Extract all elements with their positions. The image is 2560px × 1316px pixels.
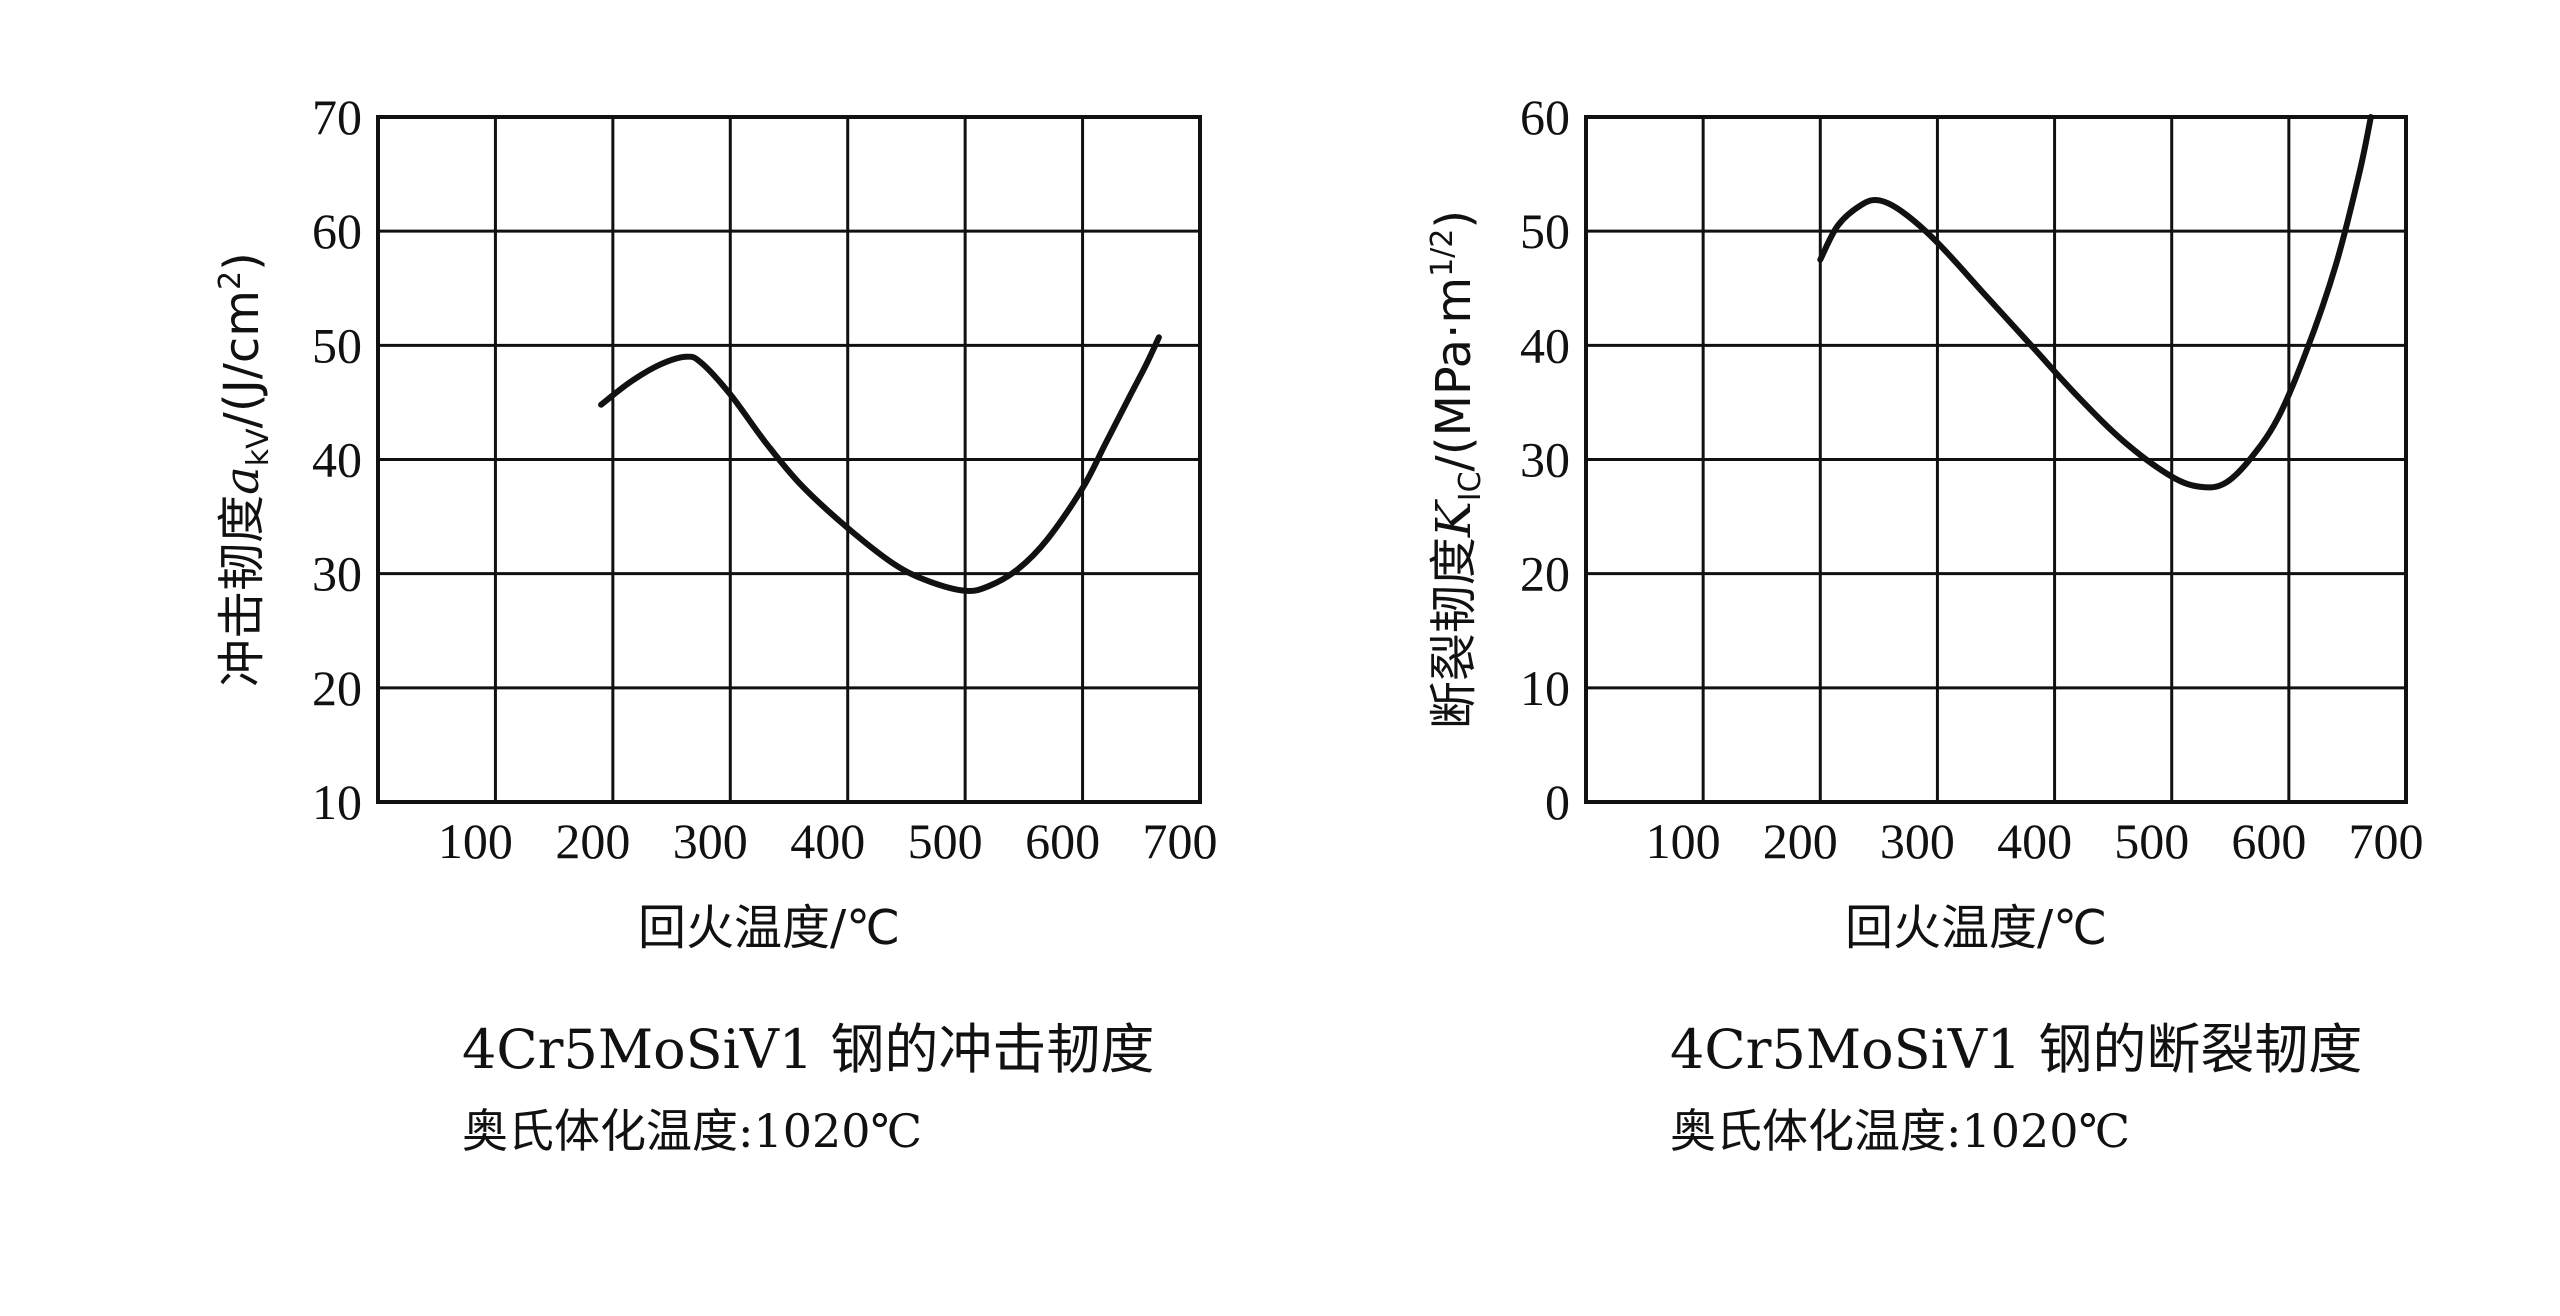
x-tick-label: 400 [1997,813,2072,869]
series-line-0 [1817,114,2374,491]
y-tick-label: 20 [312,660,362,716]
x-tick-label: 600 [1025,813,1100,869]
x-tick-label: 400 [790,813,865,869]
y-tick-label: 30 [1520,432,1570,488]
y-tick-label: 60 [312,203,362,259]
x-tick-label: 200 [555,813,630,869]
x-tick-label: 700 [1143,813,1218,869]
x-tick-label: 100 [1646,813,1721,869]
y-tick-label: 10 [1520,660,1570,716]
series-line-0 [598,334,1162,594]
x-tick-label: 300 [673,813,748,869]
x-tick-label: 200 [1763,813,1838,869]
y-axis-title: 冲击韧度akV/(J/cm2) [213,252,276,687]
chart-1-subtitle: 奥氏体化温度:1020℃ [462,1104,923,1158]
chart-2-title: 4Cr5MoSiV1 钢的断裂韧度 [1670,1018,2363,1081]
fracture-toughness-chart: 100 200 300 400 500 600 700 0 10 20 30 40 50 60 回火温度/℃… [1425,89,2424,956]
y-tick-label: 70 [312,89,362,145]
x-tick-label: 100 [438,813,513,869]
impact-toughness-chart: 100 200 300 400 500 600 700 10 20 30 40 50 60 70 回火温度/… [213,89,1218,956]
y-axis-title: 断裂韧度KIC/(MPa·m1/2) [1425,210,1488,729]
x-axis-title: 回火温度/℃ [638,900,900,956]
y-tick-label: 20 [1520,546,1570,602]
chart-1-title: 4Cr5MoSiV1 钢的冲击韧度 [462,1018,1155,1081]
y-tick-label: 10 [312,774,362,830]
y-tick-label: 40 [312,432,362,488]
plot-frame [376,115,1202,804]
x-axis-title: 回火温度/℃ [1845,900,2107,956]
y-tick-label: 0 [1545,774,1570,830]
x-tick-label: 700 [2349,813,2424,869]
x-tick-label: 500 [2114,813,2189,869]
x-tick-label: 500 [908,813,983,869]
y-tick-label: 60 [1520,89,1570,145]
y-tick-label: 40 [1520,317,1570,373]
x-tick-label: 600 [2231,813,2306,869]
x-tick-label: 300 [1880,813,1955,869]
plot-frame [1584,115,2408,804]
y-tick-label: 30 [312,546,362,602]
chart-2-subtitle: 奥氏体化温度:1020℃ [1670,1104,2131,1158]
y-tick-label: 50 [312,317,362,373]
y-tick-label: 50 [1520,203,1570,259]
